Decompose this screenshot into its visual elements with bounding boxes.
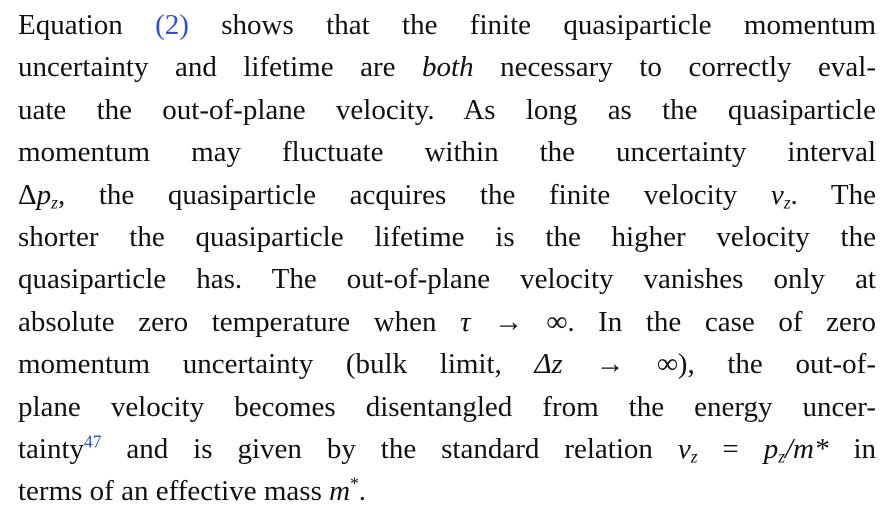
math-p: p — [36, 178, 52, 211]
text-line-11: tainty47 and is given by the standard re… — [18, 428, 876, 470]
text-span: . In the case of zero — [567, 305, 876, 338]
text-line-6: shorter the quasiparticle lifetime is th… — [18, 221, 876, 254]
citation-reference-link[interactable]: 47 — [84, 431, 102, 452]
text-span: . The — [790, 178, 876, 211]
text-span: necessary to correctly eval- — [473, 51, 876, 84]
body-paragraph: Equation (2) shows that the finite quasi… — [18, 4, 876, 513]
text-span: tainty — [18, 433, 85, 466]
text-line-9: momentum uncertainty (bulk limit, Δz → ∞… — [18, 343, 876, 385]
math-v: v — [677, 433, 691, 466]
text-span: shows that the finite quasiparticle mome… — [188, 9, 877, 41]
text-line-1: Equation (2) shows that the finite quasi… — [18, 4, 876, 46]
math-subscript: z — [51, 191, 58, 212]
text-span: and is given by the standard relation — [101, 433, 678, 466]
math-v: v — [770, 178, 784, 211]
text-line-12: terms of an effective mass m*. — [18, 470, 876, 512]
math-equals: = — [697, 433, 764, 466]
math-mass: m — [329, 475, 351, 508]
text-line-10: plane velocity becomes disentangled from… — [18, 390, 876, 423]
math-p: p — [763, 433, 779, 466]
text-line-2: uncertainty and lifetime are both necess… — [18, 46, 876, 88]
text-span: momentum uncertainty (bulk limit, — [18, 348, 535, 381]
text-span: terms of an effective mass — [18, 475, 330, 508]
math-delta: Δ — [18, 178, 37, 211]
math-subscript: z — [783, 191, 791, 212]
text-line-3: uate the out-of-plane velocity. As long … — [18, 93, 876, 126]
text-span: uncertainty and lifetime are — [18, 51, 423, 84]
emphasis-text: both — [422, 51, 474, 84]
math-subscript: z — [778, 446, 785, 467]
math-tau-limit: τ → ∞ — [460, 305, 568, 338]
text-line-5: Δpz, the quasiparticle acquires the fini… — [18, 174, 876, 216]
equation-reference-link[interactable]: (2) — [155, 9, 189, 41]
text-span: . — [358, 475, 367, 508]
text-line-7: quasiparticle has. The out-of-plane velo… — [18, 263, 876, 296]
text-line-8: absolute zero temperature when τ → ∞. In… — [18, 301, 876, 343]
text-span: absolute zero temperature when — [18, 305, 461, 338]
math-subscript: z — [690, 446, 698, 467]
text-span: in — [853, 433, 876, 466]
text-span: , the quasiparticle acquires the finite … — [57, 178, 771, 211]
text-span: Equation — [18, 9, 156, 41]
text-line-4: momentum may fluctuate within the uncert… — [18, 136, 876, 169]
math-dz-limit: Δz → ∞ — [534, 348, 678, 381]
text-span: ), the out-of- — [677, 348, 876, 381]
math-mass: /m* — [785, 433, 854, 466]
math-star: * — [350, 474, 359, 495]
